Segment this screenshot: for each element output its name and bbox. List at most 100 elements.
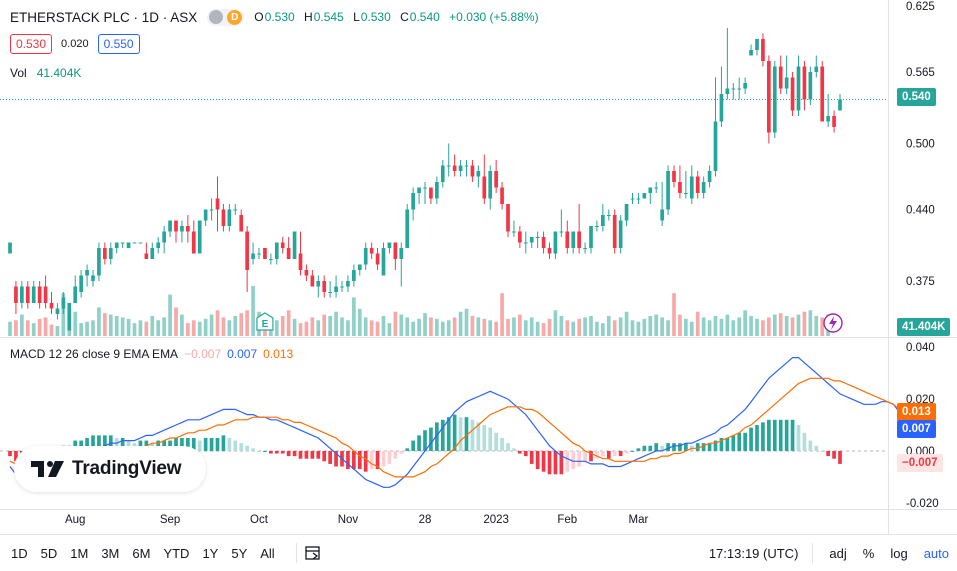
macd-histogram-bar — [767, 419, 771, 451]
candle-body — [654, 187, 659, 189]
volume-bar — [470, 316, 475, 336]
chart-canvas[interactable]: E 0.625 0.565 0.500 0.440 0.375 0.040 0.020 0.0… — [0, 0, 957, 534]
macd-histogram-bar — [523, 450, 528, 457]
macd-histogram-bar — [257, 450, 261, 452]
macd-histogram-bar — [553, 450, 558, 475]
candle-body — [689, 176, 694, 199]
volume-bar — [239, 313, 244, 336]
x-tick-label: 2023 — [483, 514, 509, 526]
price-tick-label: 0.565 — [906, 67, 935, 79]
candle-body — [132, 242, 137, 244]
volume-bar — [25, 320, 30, 336]
volume-bar — [512, 317, 516, 336]
volume-bar — [132, 323, 137, 336]
sell-button[interactable]: 0.530 — [10, 34, 53, 54]
volume-bar — [399, 314, 404, 336]
volume-bar — [43, 317, 48, 336]
volume-bar — [120, 317, 125, 336]
candle-body — [796, 66, 801, 111]
timeframe-1d[interactable]: 1D — [11, 545, 28, 561]
timeframe-6m[interactable]: 6M — [132, 545, 151, 561]
candle-body — [624, 204, 629, 221]
timeframe-all[interactable]: All — [260, 545, 275, 561]
macd-histogram-bar — [755, 425, 759, 451]
timeframe-ytd[interactable]: YTD — [163, 545, 190, 561]
volume-bar — [334, 311, 338, 336]
symbol-title[interactable]: ETHERSTACK PLC · 1D · ASX — [10, 9, 198, 25]
volume-bar — [144, 321, 149, 336]
macd-histogram-bar — [559, 450, 564, 475]
auto-toggle[interactable]: auto — [923, 545, 949, 561]
macd-line — [9, 357, 923, 488]
macd-histogram-bar — [660, 445, 664, 451]
volume-bar — [595, 321, 599, 336]
macd-histogram-bar — [595, 450, 599, 459]
alert-lightning-icon — [823, 313, 843, 333]
macd-hist-value: −0.007 — [184, 347, 222, 361]
timeframe-5d[interactable]: 5D — [40, 545, 58, 561]
volume-bar — [97, 307, 101, 336]
macd-histogram-bar — [191, 437, 196, 451]
candle-body — [488, 171, 493, 199]
volume-bar — [790, 317, 795, 336]
log-toggle[interactable]: log — [890, 545, 908, 561]
macd-histogram-bar — [820, 450, 825, 452]
market-status-pill[interactable]: D — [207, 8, 245, 26]
volume-bar — [719, 318, 724, 336]
candle-body — [482, 176, 487, 199]
candle-body — [713, 121, 718, 171]
timeframe-1m[interactable]: 1M — [70, 545, 89, 561]
volume-bar — [150, 316, 155, 336]
candle-body — [363, 248, 368, 265]
timeframe-5y[interactable]: 5Y — [231, 545, 248, 561]
candle-body — [61, 297, 66, 309]
macd-histogram-bar — [464, 417, 469, 451]
macd-histogram-bar — [174, 437, 178, 451]
volume-bar — [37, 318, 42, 336]
percent-toggle[interactable]: % — [862, 545, 875, 561]
timeframe-1y[interactable]: 1Y — [202, 545, 219, 561]
clock-time[interactable]: 17:13:19 (UTC) — [708, 545, 799, 561]
candle-body — [257, 253, 261, 255]
volume-bar — [535, 321, 540, 336]
macd-legend[interactable]: MACD 12 26 close 9 EMA EMA −0.007 0.007 0.0… — [10, 347, 293, 361]
macd-histogram-bar — [832, 450, 836, 459]
volume-bar — [310, 317, 315, 336]
volume-bar — [778, 313, 783, 336]
macd-histogram-bar — [280, 450, 285, 454]
volume-legend: Vol 41.404K — [10, 66, 81, 80]
volume-bar — [215, 310, 220, 336]
timeframe-3m[interactable]: 3M — [101, 545, 120, 561]
macd-histogram-bar — [91, 435, 95, 451]
candle-body — [494, 171, 498, 188]
candle-body — [239, 215, 244, 232]
macd-histogram-bar — [494, 432, 498, 451]
volume-bar — [523, 320, 528, 336]
macd-histogram-bar — [429, 427, 433, 451]
macd-histogram-bar — [826, 450, 830, 457]
candle-body — [529, 237, 534, 243]
macd-histogram-bar — [458, 417, 463, 451]
volume-bar — [784, 316, 789, 336]
buy-button[interactable]: 0.550 — [97, 34, 140, 54]
histogram-axis-badge: −0.007 — [897, 454, 943, 472]
date-range-icon[interactable] — [304, 545, 322, 561]
volume-bar — [138, 320, 143, 336]
macd-histogram-bar — [440, 419, 445, 451]
macd-lines — [9, 357, 923, 488]
tradingview-logo[interactable]: TradingView — [14, 446, 206, 492]
macd-histogram-bar — [357, 450, 362, 470]
volume-bars — [8, 286, 830, 336]
macd-histogram-bar — [713, 440, 718, 451]
volume-bar — [322, 314, 327, 336]
volume-value: 41.404K — [36, 66, 82, 80]
ohlc-values: O0.530 H0.545 L0.530 C0.540 +0.030 (+5.8… — [254, 10, 539, 24]
bottom-toolbar: 1D 5D 1M 3M 6M YTD 1Y 5Y All 17:13:19 (UTC) adj … — [0, 534, 957, 571]
earnings-marker-icon: E — [256, 312, 274, 331]
candle-body — [612, 215, 617, 248]
macd-histogram-bar — [606, 450, 611, 459]
candle-body — [346, 281, 350, 287]
x-tick-label: Nov — [338, 514, 359, 526]
adj-toggle[interactable]: adj — [829, 545, 847, 561]
volume-bar — [689, 321, 694, 336]
